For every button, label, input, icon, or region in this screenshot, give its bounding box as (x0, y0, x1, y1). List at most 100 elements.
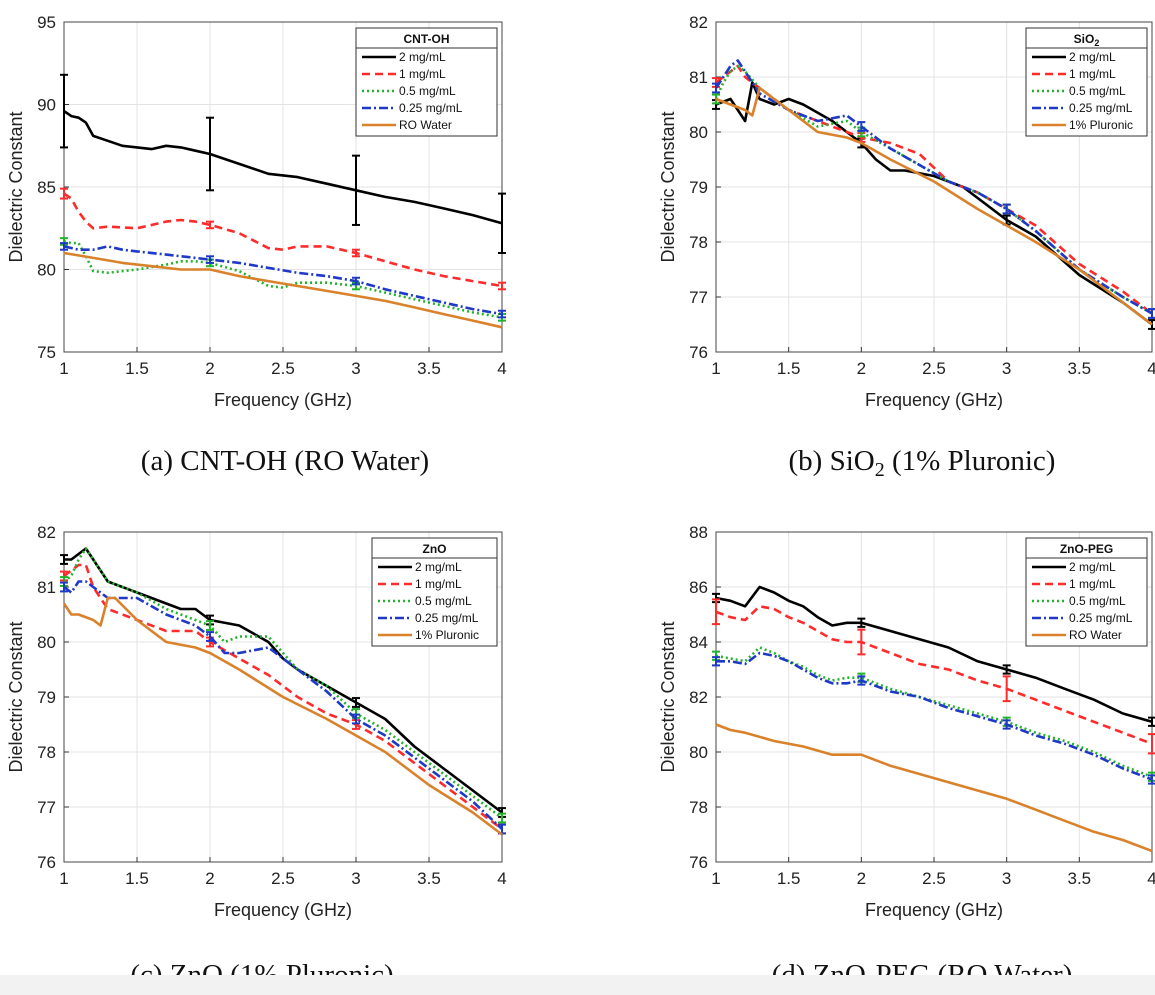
x-axis-label: Frequency (GHz) (214, 900, 352, 920)
chart-panel-4: 1 1.5 2 2.5 3 3.5 4 76 78 80 82 84 86 88 Frequency (GH… (658, 523, 1155, 991)
legend-label: 0.25 mg/mL (1069, 611, 1133, 625)
x-tick-label: 3 (1002, 359, 1011, 378)
legend-title: SiO2 (1074, 32, 1100, 48)
legend-label: 0.25 mg/mL (399, 101, 463, 115)
error-bar (60, 187, 68, 200)
series-line-2 (63, 563, 503, 831)
legend-label: 2 mg/mL (415, 560, 462, 574)
plot-frame (63, 531, 503, 863)
error-bar (206, 220, 214, 230)
y-tick-label: 82 (37, 523, 56, 542)
x-axis-label: Frequency (GHz) (865, 390, 1003, 410)
error-bar (857, 675, 866, 686)
x-tick-label: 2 (857, 359, 866, 378)
y-tick-label: 78 (689, 798, 708, 817)
x-tick-label: 4 (1147, 869, 1155, 888)
legend-title: ZnO (423, 542, 447, 556)
legend-title-subscript: 2 (1094, 38, 1099, 48)
panel-caption: (b) SiO2 (1% Pluronic) (789, 445, 1056, 481)
legend-label: 0.5 mg/mL (415, 594, 472, 608)
y-tick-label: 84 (689, 633, 708, 652)
y-axis-label: Dielectric Constant (6, 621, 26, 772)
legend-label: 2 mg/mL (399, 50, 446, 64)
bottom-bar (0, 975, 1155, 995)
chart-panel-3: 1 1.5 2 2.5 3 3.5 4 76 77 78 79 80 81 82 Frequency (GH… (6, 523, 507, 991)
legend-box (1025, 27, 1148, 137)
y-tick-label: 82 (689, 13, 708, 32)
error-bar (352, 154, 360, 226)
error-bar (60, 73, 68, 149)
series-line-4 (63, 245, 503, 316)
y-tick-label: 75 (37, 343, 56, 362)
error-bar (206, 631, 214, 642)
x-tick-label: 2 (205, 869, 214, 888)
x-tick-label: 2.5 (922, 869, 946, 888)
legend: SiO2 2 mg/mL 1 mg/mL 0.5 mg/mL 0.25 mg/mL 1% … (1025, 27, 1148, 137)
error-bar (498, 812, 506, 824)
series-line-5 (715, 86, 1153, 326)
error-bar (206, 620, 214, 631)
x-tick-label: 1 (711, 359, 720, 378)
x-tick-label: 3.5 (417, 869, 441, 888)
error-bar (60, 581, 68, 593)
series-line-5 (715, 723, 1153, 853)
y-tick-label: 77 (689, 288, 708, 307)
y-tick-label: 80 (689, 743, 708, 762)
y-tick-label: 76 (37, 853, 56, 872)
legend-box (355, 27, 498, 137)
x-tick-label: 1.5 (777, 869, 801, 888)
y-tick-label: 80 (37, 261, 56, 280)
legend-box (1025, 537, 1148, 647)
y-tick-label: 86 (689, 578, 708, 597)
y-tick-label: 80 (689, 123, 708, 142)
x-tick-label: 1 (711, 869, 720, 888)
y-tick-label: 76 (689, 853, 708, 872)
legend-label: 0.25 mg/mL (1069, 101, 1133, 115)
y-tick-label: 77 (37, 798, 56, 817)
series-line-3 (63, 547, 503, 820)
caption-subscript: 2 (875, 459, 885, 481)
x-tick-label: 1 (59, 869, 68, 888)
legend-label: 0.5 mg/mL (1069, 84, 1126, 98)
series-line-4 (63, 580, 503, 830)
error-bar (206, 116, 214, 192)
legend-label: RO Water (399, 118, 452, 132)
y-tick-label: 79 (37, 688, 56, 707)
legend: ZnO 2 mg/mL 1 mg/mL 0.5 mg/mL 0.25 mg/mL 1% P… (371, 537, 498, 647)
x-tick-label: 2 (857, 869, 866, 888)
x-tick-label: 3 (1002, 869, 1011, 888)
y-tick-label: 78 (37, 743, 56, 762)
legend-title: ZnO-PEG (1060, 542, 1113, 556)
x-tick-label: 3 (351, 359, 360, 378)
error-bar (352, 276, 360, 286)
error-bar (498, 309, 506, 319)
y-tick-label: 82 (689, 688, 708, 707)
legend-label: 1% Pluronic (415, 628, 479, 642)
legend-label: 1 mg/mL (1069, 577, 1116, 591)
y-tick-label: 88 (689, 523, 708, 542)
error-bar (498, 192, 506, 254)
error-bar (352, 248, 360, 258)
plot-frame (715, 21, 1153, 353)
legend-label: 1% Pluronic (1069, 118, 1133, 132)
x-tick-label: 2.5 (271, 869, 295, 888)
y-axis-label: Dielectric Constant (658, 621, 678, 772)
legend-label: 2 mg/mL (1069, 560, 1116, 574)
error-bar (857, 628, 866, 656)
legend-label: 1 mg/mL (399, 67, 446, 81)
error-bar (1002, 664, 1011, 675)
y-tick-label: 78 (689, 233, 708, 252)
error-bar (60, 554, 68, 565)
x-tick-label: 3 (351, 869, 360, 888)
legend-title: CNT-OH (404, 32, 450, 46)
y-tick-label: 85 (37, 178, 56, 197)
x-tick-label: 4 (497, 359, 506, 378)
error-bar (1002, 675, 1011, 703)
error-bar (498, 281, 506, 291)
y-tick-label: 76 (689, 343, 708, 362)
error-bar (352, 713, 360, 725)
legend-label: 2 mg/mL (1069, 50, 1116, 64)
error-bar (60, 242, 68, 251)
chart-panel-1: 1 1.5 2 2.5 3 3.5 4 75 80 85 90 95 Frequency (GHz) Di… (6, 13, 507, 477)
plot-frame (63, 21, 503, 353)
